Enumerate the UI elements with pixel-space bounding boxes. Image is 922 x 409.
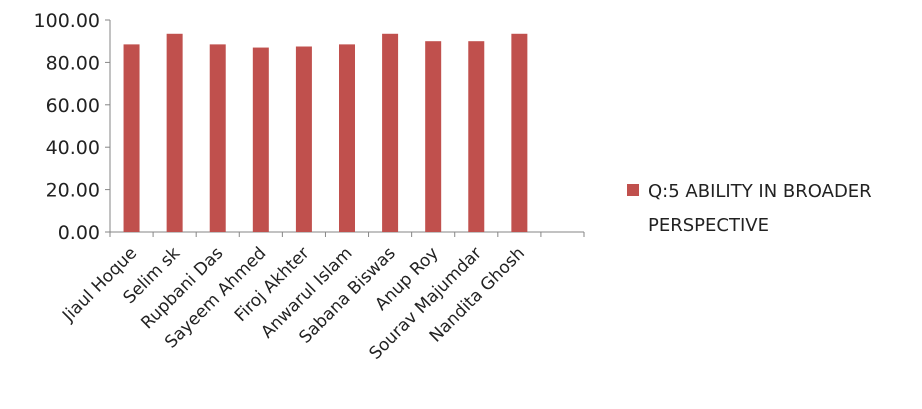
bars	[124, 34, 528, 232]
bar	[339, 44, 355, 232]
y-tick-label: 20.00	[46, 180, 100, 202]
bar	[468, 41, 484, 232]
bar	[425, 41, 441, 232]
legend-swatch	[627, 184, 639, 196]
y-tick-label: 40.00	[46, 137, 100, 159]
bar	[511, 34, 527, 232]
legend-label-line-1: Q:5 ABILITY IN BROADER	[648, 181, 872, 202]
bar	[296, 47, 312, 233]
y-tick-label: 80.00	[46, 52, 100, 74]
bar	[210, 44, 226, 232]
legend: Q:5 ABILITY IN BROADER PERSPECTIVE	[627, 181, 872, 236]
legend-label-line-2: PERSPECTIVE	[648, 215, 769, 236]
y-tick-label: 60.00	[46, 95, 100, 117]
bar	[382, 34, 398, 232]
bar	[124, 44, 140, 232]
y-tick-label: 0.00	[58, 222, 100, 244]
bar	[253, 48, 269, 232]
bar	[167, 34, 183, 232]
y-tick-label: 100.00	[34, 10, 100, 32]
